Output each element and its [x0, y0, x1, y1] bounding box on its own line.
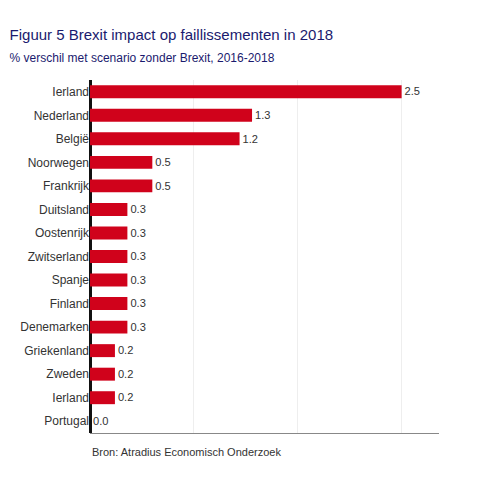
svg-text:0.3: 0.3 [130, 227, 145, 239]
svg-text:0.0: 0.0 [93, 415, 108, 427]
svg-text:0.3: 0.3 [130, 274, 145, 286]
svg-text:1.2: 1.2 [243, 133, 258, 145]
svg-text:Griekenland: Griekenland [24, 344, 89, 358]
svg-text:0.3: 0.3 [130, 250, 145, 262]
svg-text:0.3: 0.3 [130, 321, 145, 333]
svg-text:Figuur 5 Brexit impact op fail: Figuur 5 Brexit impact op faillissemente… [10, 26, 334, 43]
svg-text:Ierland: Ierland [52, 85, 89, 99]
svg-text:1.3: 1.3 [255, 109, 270, 121]
svg-text:Portugal: Portugal [44, 414, 89, 428]
svg-text:Noorwegen: Noorwegen [28, 156, 89, 170]
svg-text:Oostenrijk: Oostenrijk [35, 226, 90, 240]
svg-text:Ierland: Ierland [52, 391, 89, 405]
svg-text:België: België [56, 132, 90, 146]
svg-text:Zweden: Zweden [46, 367, 89, 381]
svg-text:Duitsland: Duitsland [39, 203, 89, 217]
svg-text:Bron: Atradius Economisch Onde: Bron: Atradius Economisch Onderzoek [92, 446, 281, 458]
svg-text:Denemarken: Denemarken [20, 320, 89, 334]
svg-text:0.2: 0.2 [118, 391, 133, 403]
svg-text:Finland: Finland [50, 297, 89, 311]
svg-text:0.2: 0.2 [118, 368, 133, 380]
svg-text:Spanje: Spanje [52, 273, 90, 287]
svg-text:0.2: 0.2 [118, 344, 133, 356]
svg-text:0.5: 0.5 [155, 156, 170, 168]
svg-text:Frankrijk: Frankrijk [43, 179, 90, 193]
svg-text:0.5: 0.5 [155, 180, 170, 192]
svg-text:Zwitserland: Zwitserland [28, 250, 89, 264]
svg-text:0.3: 0.3 [130, 203, 145, 215]
svg-text:% verschil met scenario zonder: % verschil met scenario zonder Brexit, 2… [10, 51, 275, 65]
svg-text:Nederland: Nederland [34, 109, 89, 123]
svg-text:0.3: 0.3 [130, 297, 145, 309]
svg-text:2.5: 2.5 [405, 85, 420, 97]
